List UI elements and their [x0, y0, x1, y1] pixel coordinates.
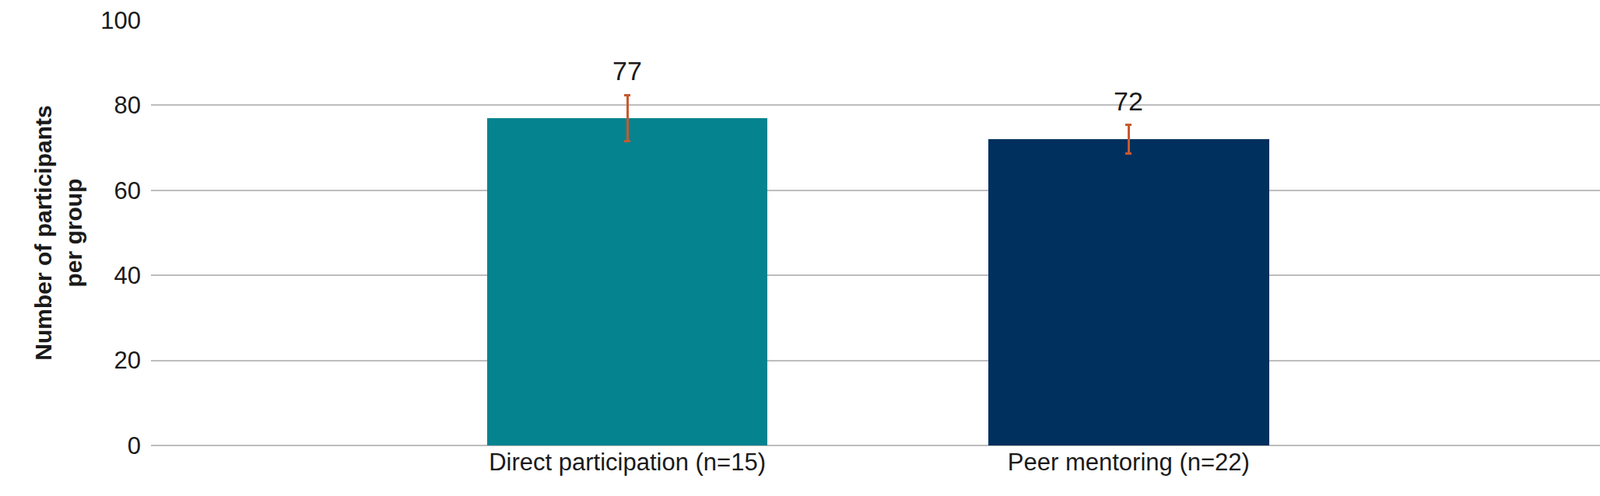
svg-text:20: 20	[114, 347, 141, 375]
svg-text:40: 40	[114, 262, 141, 290]
svg-text:72: 72	[1113, 86, 1144, 116]
svg-text:Number of participantsper grou: Number of participantsper group	[30, 105, 87, 361]
svg-text:60: 60	[114, 177, 141, 205]
svg-text:100: 100	[100, 7, 141, 35]
svg-text:80: 80	[114, 91, 141, 120]
svg-text:0: 0	[127, 432, 141, 460]
svg-text:Peer mentoring (n=22): Peer mentoring (n=22)	[1007, 449, 1250, 477]
svg-text:77: 77	[612, 56, 643, 86]
svg-text:Direct participation (n=15): Direct participation (n=15)	[488, 449, 766, 477]
